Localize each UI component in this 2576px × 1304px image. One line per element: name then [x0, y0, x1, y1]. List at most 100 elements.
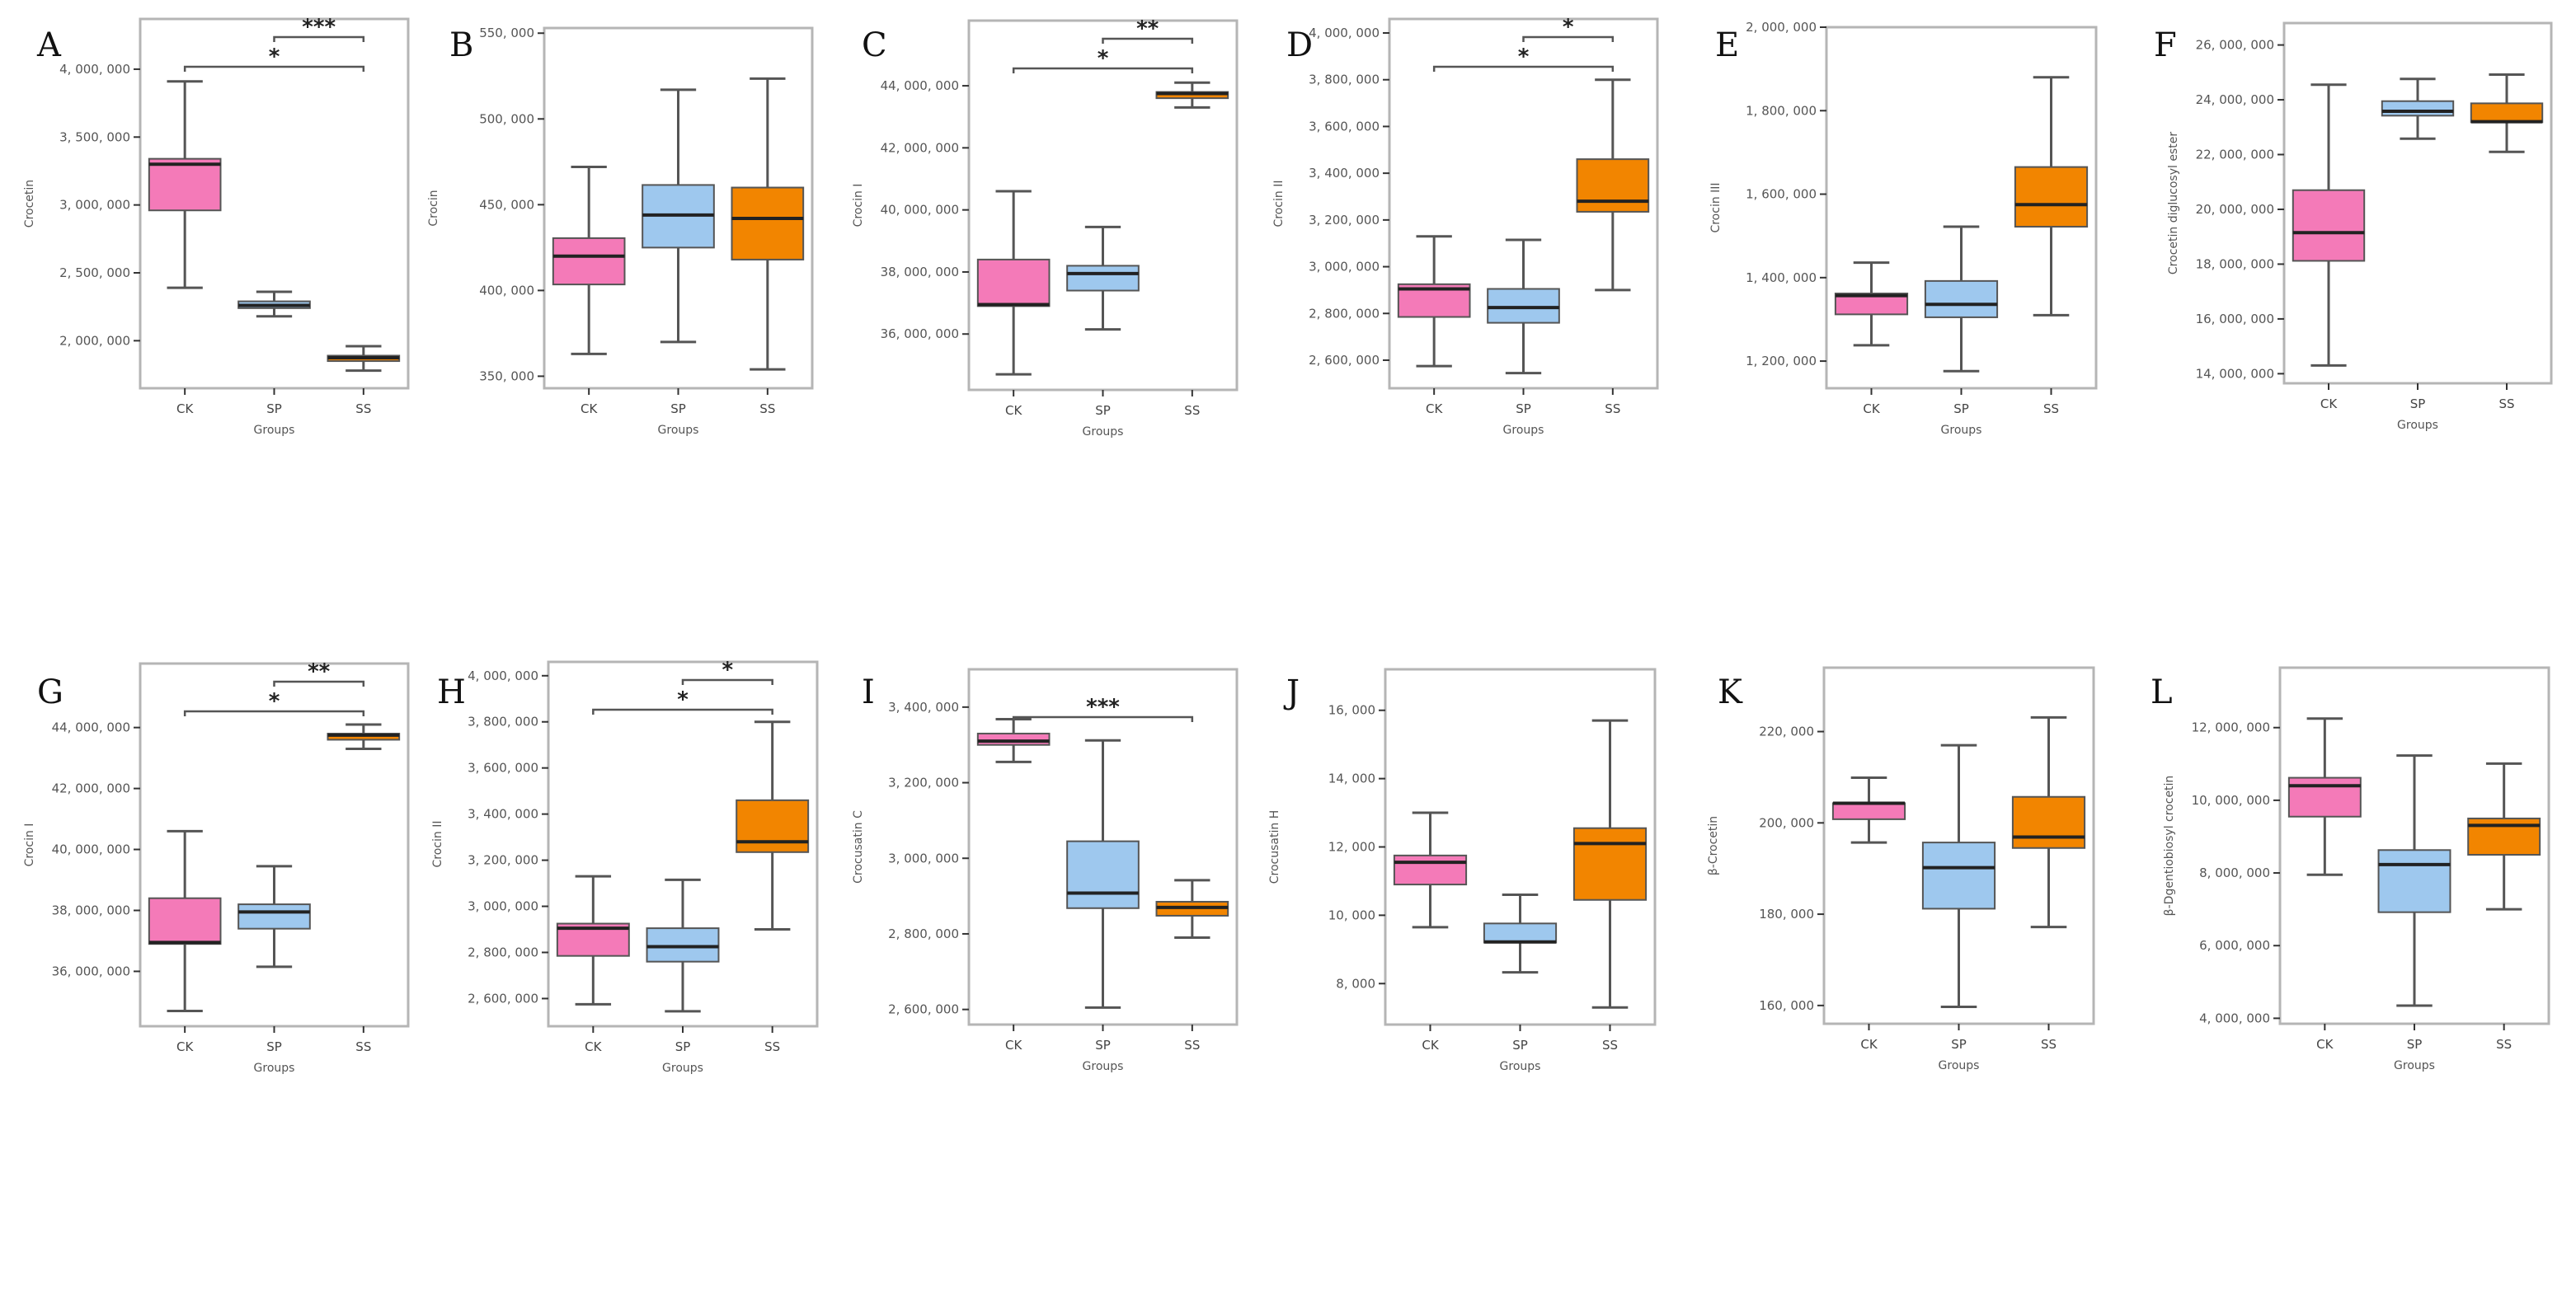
plot-frame: [139, 662, 410, 1028]
y-tick-label: 24, 000, 000: [2196, 92, 2274, 107]
panel-h: H 2, 600, 000 2, 800, 000 3, 000, 000 3, 200…: [431, 658, 819, 1075]
box-ss: [1576, 78, 1650, 292]
bracket-line: [1102, 37, 1194, 44]
y-tick-label: 42, 000, 000: [881, 140, 959, 155]
box-ck: [556, 875, 630, 1006]
y-tick-label: 38, 000, 000: [52, 903, 130, 917]
significance-label: *: [1563, 15, 1574, 40]
y-tick-label: 4, 000, 000: [2199, 1011, 2270, 1025]
significance-bracket: **: [1102, 16, 1194, 44]
x-axis-title: Groups: [2397, 419, 2438, 432]
bracket-line: [1012, 715, 1194, 722]
y-tick-label: 3, 200, 000: [1309, 213, 1380, 227]
significance-label: **: [1136, 16, 1159, 41]
x-axis-title: Groups: [254, 1062, 295, 1075]
bracket-line: [592, 708, 773, 715]
significance-label: *: [269, 689, 280, 714]
box-sp: [237, 290, 311, 318]
y-tick-label: 1, 600, 000: [1746, 187, 1817, 202]
x-axis-title: Groups: [1939, 1059, 1980, 1072]
panel-c: C 36, 000, 000 38, 000, 000 40, 000, 000 42,…: [852, 16, 1239, 439]
x-tick-label: SP: [1512, 1038, 1528, 1053]
panel-letter: L: [2151, 673, 2173, 711]
y-tick-label: 3, 000, 000: [59, 198, 130, 213]
y-tick-label: 3, 800, 000: [468, 715, 538, 729]
iqr-box: [552, 237, 626, 286]
panel-letter: D: [1286, 26, 1313, 64]
y-tick-label: 10, 000, 000: [2192, 793, 2270, 808]
y-tick-label: 14, 000: [1328, 772, 1375, 786]
box-sp: [646, 878, 720, 1013]
iqr-box: [1066, 840, 1140, 909]
y-tick-label: 3, 500, 000: [59, 129, 130, 144]
box-ss: [327, 723, 401, 751]
box-ck: [1831, 776, 1906, 844]
iqr-box: [1066, 265, 1140, 292]
y-tick-label: 350, 000: [479, 368, 534, 383]
x-tick-label: SP: [2407, 1037, 2423, 1052]
panel-letter: A: [36, 26, 62, 64]
y-tick-label: 500, 000: [479, 111, 534, 126]
box-ss: [2011, 715, 2086, 929]
y-tick-label: 4, 000, 000: [468, 668, 538, 683]
significance-bracket: ***: [1012, 695, 1194, 722]
y-tick-label: 14, 000, 000: [2196, 366, 2274, 381]
box-ck: [1834, 261, 1909, 347]
y-axis-title: Crocin I: [852, 184, 865, 227]
box-ss: [1155, 879, 1229, 940]
significance-bracket: *: [183, 45, 365, 72]
box-ck: [1393, 811, 1468, 929]
iqr-box: [1487, 288, 1560, 324]
y-axis-title: Crocin III: [1709, 182, 1723, 232]
y-axis-title: β-Crocetin: [1707, 816, 1720, 875]
iqr-box: [2377, 849, 2451, 913]
y-tick-label: 2, 600, 000: [1309, 353, 1380, 368]
box-ck: [976, 190, 1051, 376]
box-ck: [148, 80, 222, 289]
box-ck: [2287, 717, 2362, 876]
iqr-box: [1483, 922, 1558, 944]
x-tick-label: CK: [1860, 1037, 1878, 1052]
y-tick-label: 3, 000, 000: [888, 851, 959, 865]
iqr-box: [2014, 166, 2089, 228]
y-tick-label: 42, 000, 000: [52, 781, 130, 796]
box-ck: [552, 166, 626, 355]
significance-label: *: [1518, 45, 1530, 69]
x-axis-title: Groups: [662, 1062, 703, 1075]
significance-label: *: [269, 45, 280, 69]
y-tick-label: 550, 000: [479, 26, 534, 40]
y-tick-label: 4, 000, 000: [59, 62, 130, 77]
iqr-box: [2381, 100, 2455, 117]
x-tick-label: CK: [1426, 401, 1443, 416]
box-ss: [736, 720, 810, 931]
y-tick-label: 2, 600, 000: [468, 991, 538, 1006]
x-tick-label: CK: [1005, 403, 1022, 418]
y-tick-label: 18, 000, 000: [2196, 256, 2274, 271]
box-ss: [2014, 76, 2089, 317]
y-axis-title: Crocin II: [431, 821, 444, 868]
box-sp: [1924, 225, 1999, 373]
x-tick-label: SP: [1953, 401, 1969, 416]
x-axis-title: Groups: [2394, 1059, 2435, 1072]
x-tick-label: SS: [1602, 1038, 1618, 1053]
y-tick-label: 2, 500, 000: [59, 265, 130, 280]
x-tick-label: CK: [585, 1039, 602, 1054]
x-tick-label: CK: [1422, 1038, 1439, 1053]
panel-j: J 8, 000 10, 000 12, 000 14, 000 16, 000 Crocu…: [1268, 668, 1657, 1073]
y-tick-label: 40, 000, 000: [52, 842, 130, 857]
panel-letter: K: [1718, 673, 1743, 711]
box-ss: [2470, 73, 2544, 153]
panel-d: D 2, 600, 000 2, 800, 000 3, 000, 000 3, 200…: [1272, 15, 1659, 437]
iqr-box: [2470, 102, 2544, 124]
panel-l: L 4, 000, 000 6, 000, 000 8, 000, 000 10, 00…: [2151, 666, 2550, 1072]
y-tick-label: 450, 000: [479, 197, 534, 212]
box-ck: [2292, 83, 2366, 367]
x-axis-title: Groups: [1083, 425, 1124, 439]
box-sp: [1066, 739, 1140, 1009]
bracket-line: [1012, 67, 1194, 73]
y-tick-label: 2, 800, 000: [468, 945, 538, 959]
panel-e: E 1, 200, 000 1, 400, 000 1, 600, 000 1, 800…: [1709, 20, 2098, 437]
y-tick-label: 36, 000, 000: [881, 326, 959, 341]
iqr-box: [1921, 842, 1996, 910]
